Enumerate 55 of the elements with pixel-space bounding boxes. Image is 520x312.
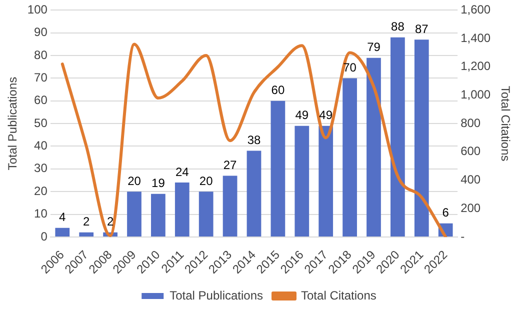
legend-label: Total Citations [301,288,376,302]
y2-tick-label: 800 [460,116,481,130]
y-tick-label: 60 [34,93,48,108]
bar [79,232,94,236]
y2-tick-label: 200 [460,200,481,215]
y-tick-label: 100 [27,2,48,17]
bar [151,194,166,236]
y-tick-label: 80 [34,48,48,62]
y2-tick-label: 1,200 [460,59,491,74]
legend-label: Total Publications [170,288,264,302]
y2-tick-label: 600 [460,144,481,158]
data-label: 60 [271,83,285,98]
bar [294,126,310,236]
bar [198,192,214,236]
data-label: 79 [367,40,381,54]
bar [127,192,142,236]
y2-tick-label: 1,000 [460,88,491,102]
bar [270,100,286,236]
data-label: 20 [199,174,214,188]
bar [342,78,357,236]
y-axis-title: Total Publications [6,76,20,170]
data-label: 87 [414,22,429,36]
y-tick-label: 70 [34,70,48,85]
y-tick-label: 20 [34,184,48,198]
line-series [60,42,448,237]
y2-tick-label: - [460,229,465,244]
bar [246,150,262,236]
data-label: 24 [175,164,190,179]
data-label: 4 [59,210,66,224]
y-tick-label: 40 [34,138,48,153]
y2-tick-label: 1,400 [460,30,491,45]
data-label: 27 [223,158,238,172]
bar [55,228,70,236]
bar [222,176,238,236]
bar [390,37,405,236]
data-label: 88 [391,20,405,34]
data-label: 20 [128,174,142,188]
data-label: 38 [247,133,261,148]
y-tick-label: 10 [34,206,48,221]
y2-tick-label: 400 [460,172,481,187]
bar [414,40,429,236]
bar [174,182,190,236]
bar [318,126,334,236]
data-label: 19 [152,176,166,190]
y-tick-label: 90 [34,25,48,40]
bar [366,58,381,236]
data-label: 2 [83,214,90,229]
data-label: 49 [295,108,309,122]
y2-tick-label: 1,600 [460,2,491,17]
y-tick-label: 30 [34,161,48,176]
data-label: 2 [106,214,114,229]
y-tick-label: 50 [34,116,48,130]
y2-axis-title: Total Citations [498,86,512,162]
data-label: 6 [442,206,450,220]
y-tick-label: 0 [40,229,48,244]
